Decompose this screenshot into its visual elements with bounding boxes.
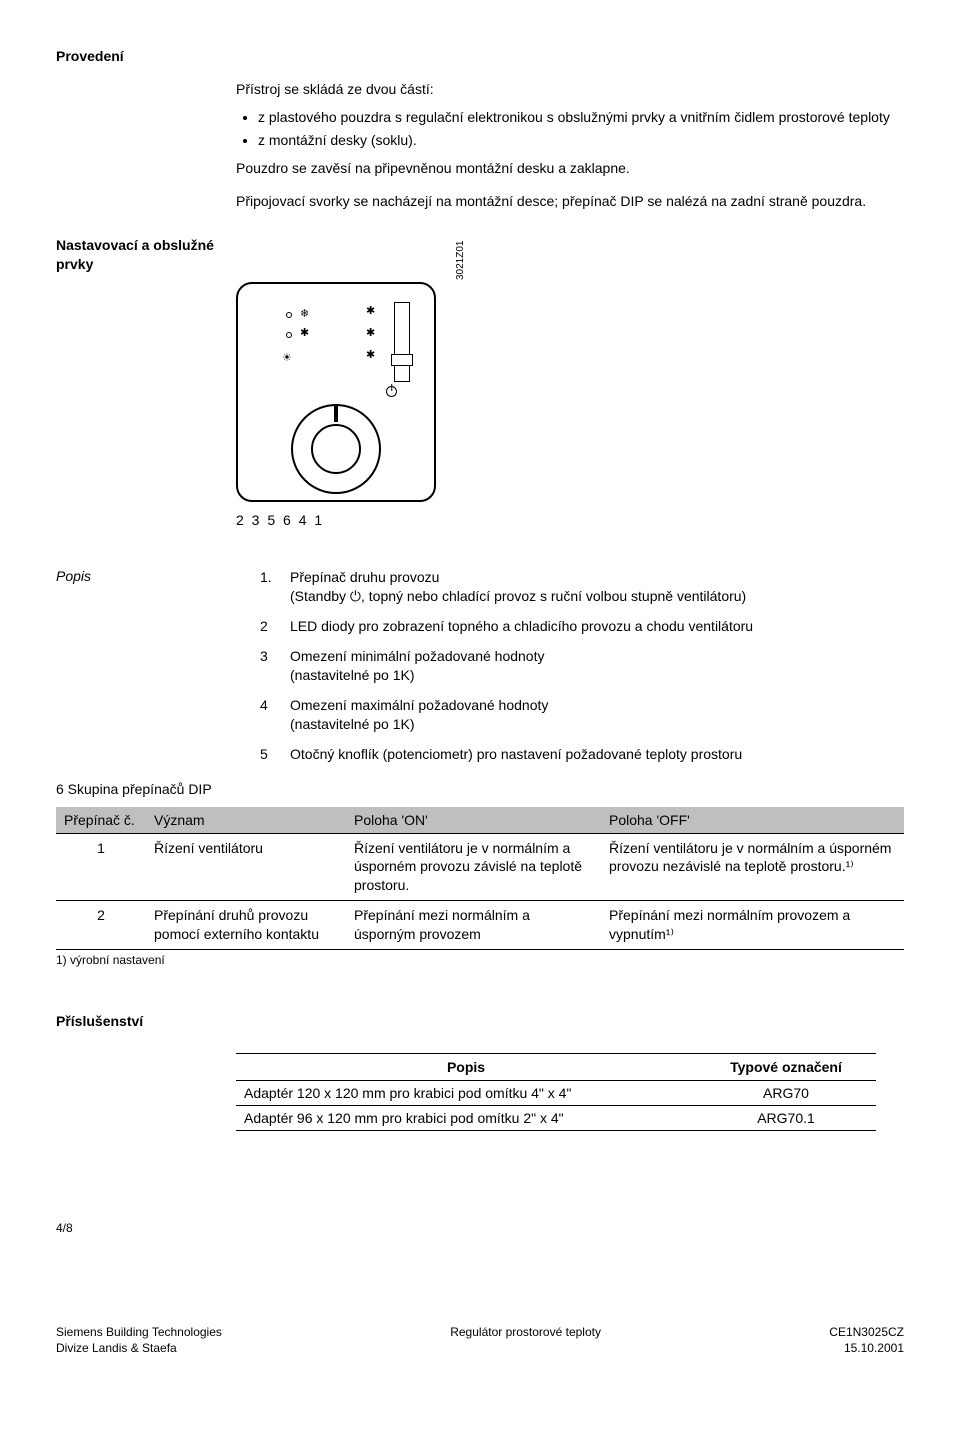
led-icon — [286, 312, 292, 318]
table-header-row: Přepínač č. Význam Poloha 'ON' Poloha 'O… — [56, 807, 904, 834]
list-item: z montážní desky (soklu). — [258, 131, 904, 151]
popis-item: 2 LED diody pro zobrazení topného a chla… — [260, 617, 904, 637]
intro-para2: Pouzdro se zavěsí na připevněnou montážn… — [236, 159, 904, 179]
slider-track — [394, 302, 410, 382]
footer-text: Divize Landis & Staefa — [56, 1341, 222, 1357]
table-row: Adaptér 96 x 120 mm pro krabici pod omít… — [236, 1105, 876, 1130]
item-number: 4 — [260, 696, 276, 735]
list-item: z plastového pouzdra s regulační elektro… — [258, 108, 904, 128]
item-number: 1. — [260, 568, 276, 607]
popis-list: 1. Přepínač druhu provozu (Standby ⏻, to… — [260, 568, 904, 775]
dial-mark — [334, 404, 338, 422]
item-number: 3 — [260, 647, 276, 686]
popis-item: 5 Otočný knoflík (potenciometr) pro nast… — [260, 745, 904, 765]
popis-item: 3 Omezení minimální požadované hodnoty (… — [260, 647, 904, 686]
sun-icon — [282, 350, 292, 364]
item-text: LED diody pro zobrazení topného a chladi… — [290, 617, 753, 637]
fan-icon: ✱ — [300, 326, 309, 339]
fan-icon: ✱ — [366, 304, 375, 317]
table-cell: Řízení ventilátoru — [146, 833, 346, 901]
footer-text: CE1N3025CZ — [829, 1325, 904, 1341]
accessories-table: Popis Typové označení Adaptér 120 x 120 … — [236, 1053, 876, 1131]
popis-item: 4 Omezení maximální požadované hodnoty (… — [260, 696, 904, 735]
page-footer: Siemens Building Technologies Divize Lan… — [56, 1325, 904, 1356]
device-outline: 3021Z01 ✱ ✱ ✱ ✱ — [236, 282, 436, 502]
item-text: Omezení minimální požadované hodnoty (na… — [290, 647, 544, 686]
table-cell: 2 — [56, 901, 146, 950]
dip-group-label: 6 Skupina přepínačů DIP — [56, 781, 904, 797]
dial — [291, 404, 381, 494]
popis-label: Popis — [56, 568, 236, 775]
fan-icon: ✱ — [366, 326, 375, 339]
table-row: 2 Přepínání druhů provozu pomocí externí… — [56, 901, 904, 950]
table-cell: Adaptér 120 x 120 mm pro krabici pod omí… — [236, 1080, 696, 1105]
footer-right: CE1N3025CZ 15.10.2001 — [829, 1325, 904, 1356]
table-cell: Přepínání mezi normálním a úsporným prov… — [346, 901, 601, 950]
snow-icon — [300, 306, 309, 320]
footer-text: Siemens Building Technologies — [56, 1325, 222, 1341]
table-row: 1 Řízení ventilátoru Řízení ventilátoru … — [56, 833, 904, 901]
device-diagram: 3021Z01 ✱ ✱ ✱ ✱ 2 3 5 6 4 1 — [236, 282, 904, 528]
table-header: Poloha 'ON' — [346, 807, 601, 834]
item-number: 5 — [260, 745, 276, 765]
page-number: 4/8 — [56, 1221, 904, 1235]
table-cell: ARG70 — [696, 1080, 876, 1105]
device-section: Nastavovací a obslužné prvky — [56, 236, 904, 274]
table-cell: Přepínání mezi normálním provozem a vypn… — [601, 901, 904, 950]
device-ref: 3021Z01 — [455, 240, 466, 279]
table-header: Přepínač č. — [56, 807, 146, 834]
accessories-title: Příslušenství — [56, 1013, 904, 1029]
intro-para3: Připojovací svorky se nacházejí na montá… — [236, 192, 904, 212]
item-number: 2 — [260, 617, 276, 637]
footer-text: Regulátor prostorové teploty — [450, 1325, 601, 1341]
dip-footnote: 1) výrobní nastavení — [56, 953, 904, 967]
footer-center: Regulátor prostorové teploty — [450, 1325, 601, 1356]
table-cell: ARG70.1 — [696, 1105, 876, 1130]
dial-inner — [311, 424, 361, 474]
intro-bullets: z plastového pouzdra s regulační elektro… — [236, 108, 904, 151]
table-header: Typové označení — [696, 1053, 876, 1080]
footer-text: 15.10.2001 — [829, 1341, 904, 1357]
table-header: Význam — [146, 807, 346, 834]
led-icon — [286, 332, 292, 338]
table-header: Poloha 'OFF' — [601, 807, 904, 834]
table-cell: Řízení ventilátoru je v normálním a úspo… — [346, 833, 601, 901]
popis-section: Popis 1. Přepínač druhu provozu (Standby… — [56, 568, 904, 775]
section-title: Provedení — [56, 48, 904, 64]
table-row: Adaptér 120 x 120 mm pro krabici pod omí… — [236, 1080, 876, 1105]
side-label: Nastavovací a obslužné prvky — [56, 236, 236, 274]
table-header-row: Popis Typové označení — [236, 1053, 876, 1080]
table-cell: Řízení ventilátoru je v normálním a úspo… — [601, 833, 904, 901]
power-icon — [386, 384, 397, 398]
table-cell: 1 — [56, 833, 146, 901]
table-cell: Adaptér 96 x 120 mm pro krabici pod omít… — [236, 1105, 696, 1130]
slider-knob — [391, 354, 413, 366]
table-cell: Přepínání druhů provozu pomocí externího… — [146, 901, 346, 950]
fan-icon: ✱ — [366, 348, 375, 361]
item-text: Otočný knoflík (potenciometr) pro nastav… — [290, 745, 742, 765]
intro-block: Přístroj se skládá ze dvou částí: z plas… — [236, 80, 904, 212]
callout-numbers: 2 3 5 6 4 1 — [236, 512, 904, 528]
footer-left: Siemens Building Technologies Divize Lan… — [56, 1325, 222, 1356]
item-text: Přepínač druhu provozu (Standby ⏻, topný… — [290, 568, 746, 607]
item-text: Omezení maximální požadované hodnoty (na… — [290, 696, 548, 735]
intro-line: Přístroj se skládá ze dvou částí: — [236, 80, 904, 100]
dip-table: Přepínač č. Význam Poloha 'ON' Poloha 'O… — [56, 807, 904, 950]
table-header: Popis — [236, 1053, 696, 1080]
popis-item: 1. Přepínač druhu provozu (Standby ⏻, to… — [260, 568, 904, 607]
